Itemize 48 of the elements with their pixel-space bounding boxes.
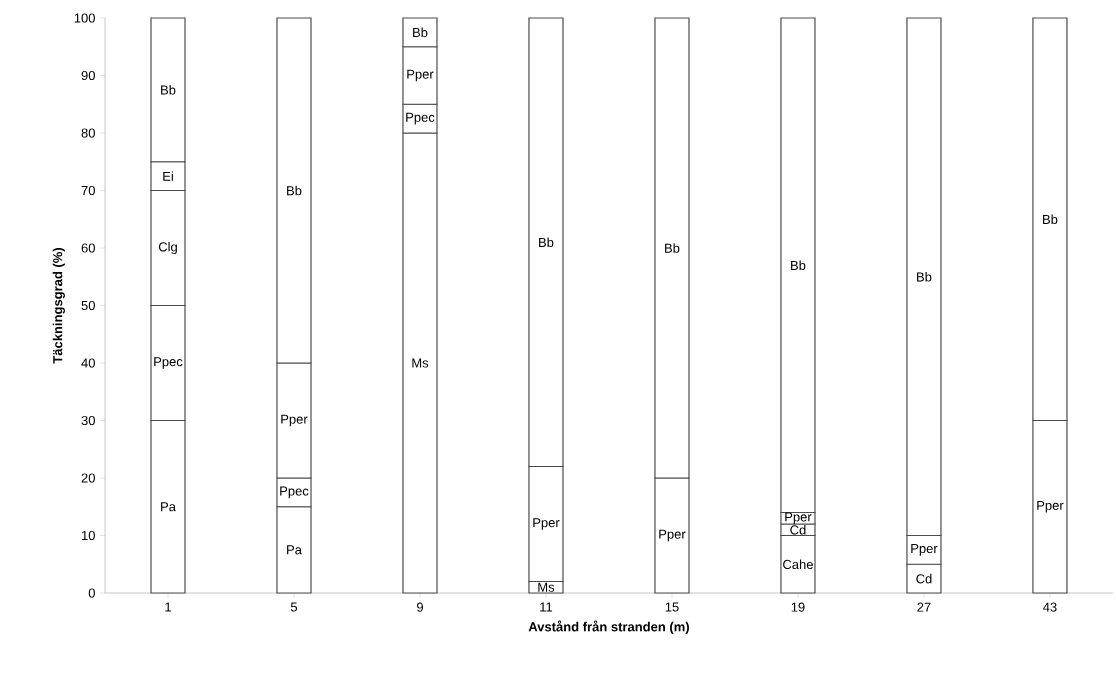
text: Pper bbox=[911, 544, 938, 556]
x-tick-label: 27 bbox=[917, 602, 931, 612]
text: Bb bbox=[1043, 214, 1058, 225]
text: Bb bbox=[791, 260, 806, 271]
x-tick-label: 5 bbox=[290, 602, 298, 612]
text: Ppec bbox=[280, 486, 309, 499]
x-tick-label: 15 bbox=[665, 602, 679, 612]
series-label: Ei bbox=[163, 171, 173, 181]
x-tick-label: 9 bbox=[416, 602, 423, 612]
y-tick-label: 90 bbox=[81, 70, 95, 81]
text: Bb bbox=[539, 237, 554, 248]
text: Ppec bbox=[406, 112, 435, 125]
text: Pa bbox=[161, 502, 176, 512]
text: Ms bbox=[412, 358, 429, 368]
y-tick-label: 40 bbox=[81, 358, 95, 368]
x-tick-label: 11 bbox=[540, 602, 553, 612]
text: Cd bbox=[916, 573, 932, 584]
y-tick-label: 70 bbox=[81, 185, 95, 196]
text: Bb bbox=[287, 185, 302, 196]
text: Pper bbox=[533, 518, 560, 530]
text: Pper bbox=[407, 69, 434, 82]
y-tick-label: 80 bbox=[81, 128, 95, 138]
text: Pper bbox=[1037, 500, 1064, 513]
x-tick-label: 19 bbox=[791, 602, 805, 612]
series-label: Bb bbox=[161, 85, 176, 95]
series-label: Clg bbox=[158, 241, 177, 255]
series-label: Pper bbox=[785, 512, 812, 525]
y-tick-label: 50 bbox=[81, 300, 95, 311]
y-tick-label: 100 bbox=[74, 13, 95, 23]
text: Bb bbox=[917, 271, 932, 282]
y-tick-label: 10 bbox=[81, 530, 95, 541]
y-tick-label: 60 bbox=[81, 243, 95, 253]
text: Pper bbox=[659, 529, 686, 542]
x-axis-title: Avstånd från stranden (m) bbox=[528, 620, 689, 634]
x-tick-label: 1 bbox=[165, 602, 171, 612]
y-tick-label: 20 bbox=[81, 473, 95, 483]
y-tick-label: 30 bbox=[81, 415, 95, 426]
series-label: Pa bbox=[287, 545, 302, 555]
series-label: Cahe bbox=[783, 559, 813, 570]
series-label: Ppec bbox=[154, 357, 183, 369]
y-tick-label: 0 bbox=[88, 588, 95, 598]
text: Bb bbox=[413, 27, 428, 38]
x-tick-label: 43 bbox=[1043, 602, 1057, 612]
series-label: Cd bbox=[790, 524, 806, 535]
y-axis-title: Täckningsgrad (%) bbox=[52, 248, 65, 364]
text: Pper bbox=[281, 414, 308, 427]
series-label: Ms bbox=[538, 582, 555, 592]
text: Bb bbox=[665, 243, 680, 253]
